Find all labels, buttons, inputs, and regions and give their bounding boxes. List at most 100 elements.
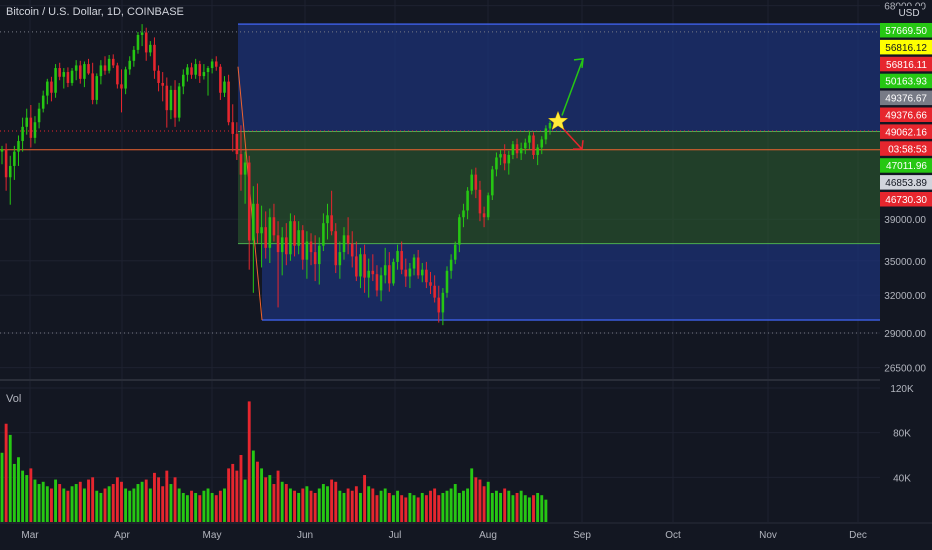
candle-body [293, 221, 296, 246]
candle-body [528, 135, 531, 143]
time-tick-label: Aug [479, 530, 497, 541]
volume-bar [532, 495, 535, 522]
candle-body [548, 122, 552, 129]
volume-bar [41, 481, 45, 522]
candle-body [210, 61, 214, 69]
volume-title[interactable]: Vol [6, 393, 22, 405]
candle-body [46, 81, 49, 96]
candle-body [317, 245, 321, 265]
candle-body [363, 254, 366, 278]
time-tick-label: Nov [759, 530, 777, 541]
time-tick-label: Jun [297, 530, 313, 541]
candle-body [392, 261, 395, 284]
volume-bar [54, 479, 58, 522]
volume-bar [74, 484, 78, 522]
volume-bar [490, 492, 494, 522]
candle-body [140, 32, 144, 35]
volume-bar [21, 470, 25, 522]
price-tick-label: 26500.00 [884, 364, 926, 375]
candle-body [540, 139, 544, 148]
volume-bar [288, 488, 292, 522]
price-marker-label: 57669.50 [885, 26, 927, 37]
volume-bar [317, 488, 321, 522]
candle-body [99, 65, 103, 77]
candlesticks [0, 24, 552, 326]
candle-body [346, 235, 350, 244]
candle-body [58, 68, 61, 77]
candle-body [429, 282, 432, 286]
candle-body [486, 195, 490, 218]
volume-bar [293, 490, 296, 522]
volume-bar [78, 481, 82, 522]
volume-bar [58, 484, 62, 522]
candle-body [227, 81, 230, 123]
volume-bar [396, 490, 399, 522]
candle-body [532, 135, 535, 155]
volume-bar [482, 486, 486, 522]
candle-body [478, 189, 482, 214]
candle-body [367, 270, 370, 278]
candle-body [499, 154, 502, 158]
volume-bar [301, 488, 305, 522]
candle-body [252, 203, 255, 241]
candle-body [334, 231, 338, 266]
candle-body [62, 72, 66, 77]
candle-body [272, 217, 276, 236]
candle-body [285, 237, 288, 255]
volume-bar [412, 495, 416, 522]
candle-body [408, 268, 412, 277]
volume-bar [194, 492, 198, 522]
volume-bar [235, 470, 239, 522]
volume-bar [342, 492, 346, 522]
volume-bar [284, 484, 288, 522]
volume-bar [231, 463, 235, 522]
price-tick-label: 35000.00 [884, 257, 926, 268]
candle-body [400, 251, 403, 270]
candle-body [404, 269, 408, 277]
volume-bar [416, 497, 420, 522]
volume-bar [387, 492, 391, 522]
candle-body [474, 174, 478, 190]
price-marker-badge [880, 175, 932, 190]
volume-bar [214, 495, 218, 522]
volume-bar [367, 486, 371, 522]
volume-bar [62, 488, 66, 522]
volume-bar [334, 481, 338, 522]
candle-body [111, 58, 115, 66]
zone-middle-green [238, 131, 880, 244]
candle-body [41, 95, 45, 109]
candle-body [173, 89, 177, 118]
candle-body [157, 70, 160, 83]
price-marker-label: 03:58:53 [888, 144, 927, 155]
volume-bar [198, 495, 202, 522]
volume-bar [260, 468, 264, 522]
volume-bar [503, 488, 507, 522]
volume-bar [161, 486, 165, 522]
symbol-title[interactable]: Bitcoin / U.S. Dollar, 1D, COINBASE [6, 6, 184, 18]
candle-body [144, 32, 148, 53]
candle-body [338, 252, 342, 266]
volume-bar [494, 490, 498, 522]
candle-body [268, 217, 272, 248]
candle-body [433, 285, 436, 298]
candle-body [206, 68, 210, 73]
candle-body [17, 141, 20, 152]
candle-body [202, 72, 206, 77]
candle-body [441, 292, 445, 313]
candle-body [313, 252, 317, 265]
volume-bar [437, 495, 441, 522]
candle-body [4, 149, 8, 178]
volume-bar [124, 488, 128, 522]
candle-body [515, 144, 519, 154]
volume-bar [153, 472, 156, 522]
price-marker-badge [880, 192, 932, 207]
candle-body [136, 34, 140, 50]
volume-bar [457, 492, 461, 522]
volume-bar [276, 470, 280, 522]
currency-label[interactable]: USD [896, 6, 922, 22]
volume-bar [218, 490, 222, 522]
volume-bar [527, 497, 531, 522]
candle-body [359, 254, 362, 277]
volume-bar [523, 495, 527, 522]
